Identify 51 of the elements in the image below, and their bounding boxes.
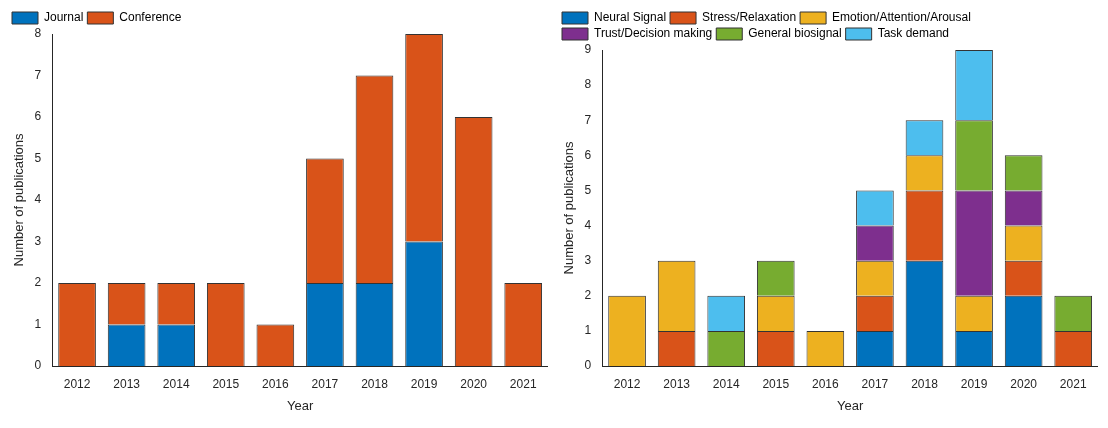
x-tick-label: 2017 (861, 376, 889, 391)
x-tick-label: 2013 (113, 376, 141, 391)
x-tick-label: 2019 (960, 376, 988, 391)
y-tick-label: 9 (584, 42, 592, 57)
x-axis-title: Year (287, 397, 314, 413)
y-tick-label: 4 (34, 192, 42, 207)
x-tick-label: 2013 (663, 376, 691, 391)
y-tick-label: 3 (34, 233, 42, 248)
x-tick-label: 2019 (410, 376, 438, 391)
y-tick-label: 5 (34, 150, 42, 165)
y-axis-title: Number of publications (11, 133, 27, 267)
x-tick-label: 2012 (613, 376, 641, 391)
x-tick-label: 2015 (212, 376, 240, 391)
y-tick-label: 2 (584, 288, 592, 303)
x-tick-label: 2018 (911, 376, 939, 391)
y-tick-label: 5 (584, 182, 592, 197)
y-tick-label: 6 (34, 109, 42, 124)
y-tick-label: 8 (584, 77, 592, 92)
y-tick-label: 2 (34, 275, 42, 290)
y-tick-label: 1 (34, 316, 42, 331)
x-tick-label: 2016 (812, 376, 840, 391)
x-tick-label: 2021 (509, 376, 537, 391)
legend-label: General biosignal (748, 26, 842, 41)
y-tick-label: 8 (34, 26, 42, 41)
x-tick-label: 2014 (712, 376, 740, 391)
y-tick-label: 0 (34, 358, 42, 373)
x-tick-label: 2017 (311, 376, 339, 391)
legend-label: Trust/Decision making (594, 26, 713, 41)
y-tick-label: 7 (584, 112, 592, 127)
y-axis-title: Number of publications (561, 141, 577, 275)
x-tick-label: 2012 (63, 376, 91, 391)
x-tick-label: 2016 (262, 376, 290, 391)
legend-label: Task demand (877, 26, 950, 41)
legend-label: Neural Signal (594, 10, 667, 25)
x-tick-label: 2018 (361, 376, 389, 391)
y-tick-label: 1 (584, 323, 592, 338)
y-tick-label: 6 (584, 147, 592, 162)
legend-label: Stress/Relaxation (702, 10, 797, 25)
legend-label: Journal (44, 10, 84, 25)
legend-label: Emotion/Attention/Arousal (832, 10, 971, 25)
legend-label: Conference (119, 10, 182, 25)
x-tick-label: 2020 (460, 376, 488, 391)
x-tick-label: 2020 (1010, 376, 1038, 391)
x-axis-title: Year (837, 397, 864, 413)
y-tick-label: 0 (584, 358, 592, 373)
y-tick-label: 7 (34, 67, 42, 82)
x-tick-label: 2021 (1059, 376, 1087, 391)
x-tick-label: 2014 (162, 376, 190, 391)
y-tick-label: 4 (584, 217, 592, 232)
x-tick-label: 2015 (762, 376, 790, 391)
y-tick-label: 3 (584, 252, 592, 267)
